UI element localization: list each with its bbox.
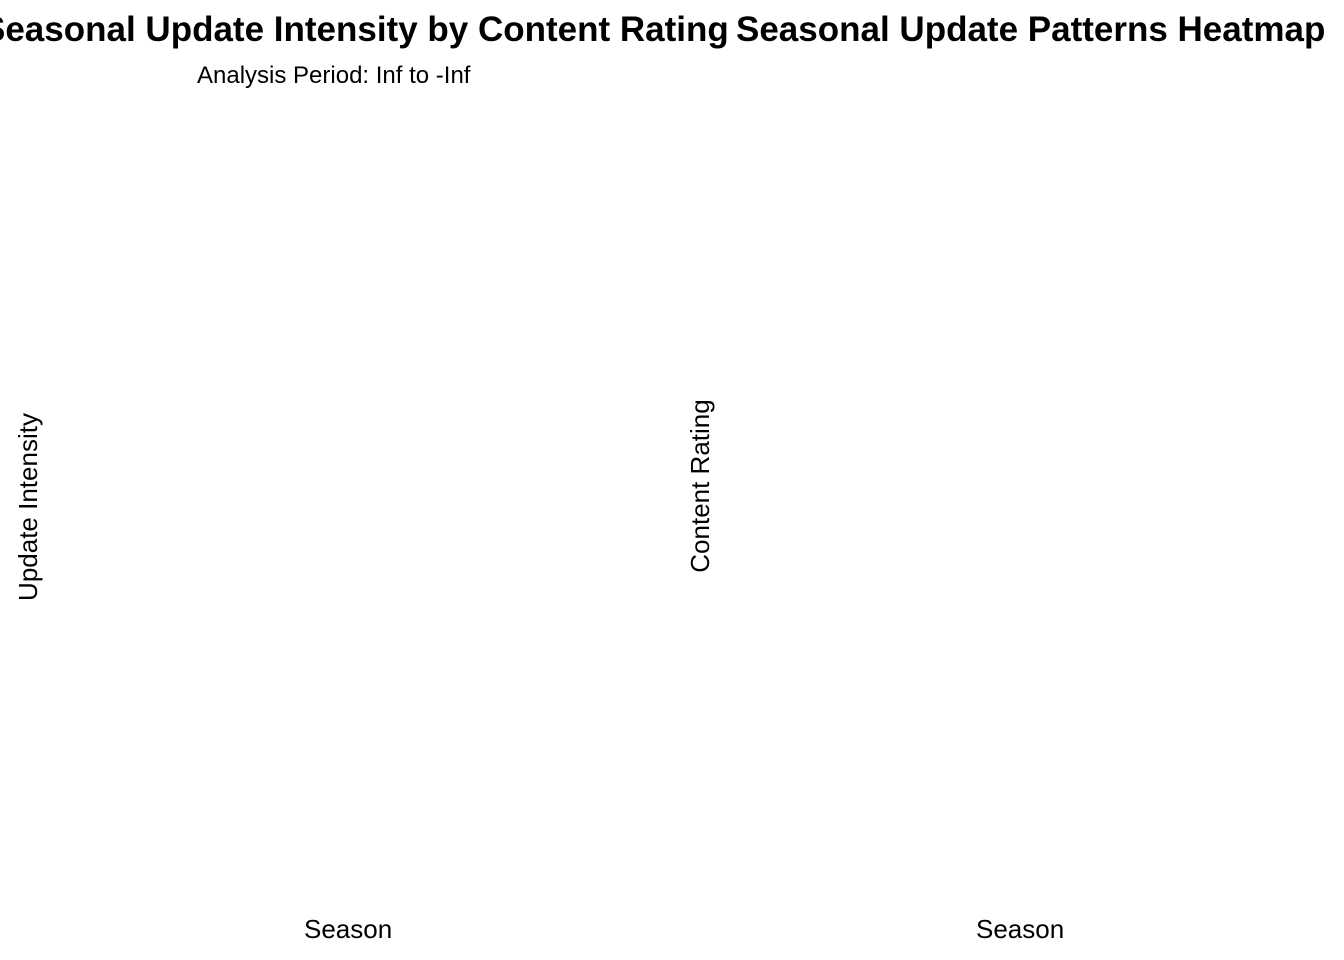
chart-title: Seasonal Update Patterns Heatmap bbox=[736, 10, 1326, 49]
chart-title: Seasonal Update Intensity by Content Rat… bbox=[0, 10, 729, 49]
y-axis-label: Content Rating bbox=[685, 399, 715, 573]
plot-area bbox=[732, 100, 1332, 890]
x-axis-label: Season bbox=[976, 914, 1065, 944]
plot-area bbox=[60, 100, 660, 890]
y-axis-label: Update Intensity bbox=[13, 413, 43, 601]
heatmap-panel: Seasonal Update Patterns Heatmap Content… bbox=[672, 0, 1344, 960]
x-axis-label: Season bbox=[304, 914, 393, 944]
line-chart-panel: Seasonal Update Intensity by Content Rat… bbox=[0, 10, 729, 944]
chart-subtitle: Analysis Period: Inf to -Inf bbox=[197, 62, 471, 89]
